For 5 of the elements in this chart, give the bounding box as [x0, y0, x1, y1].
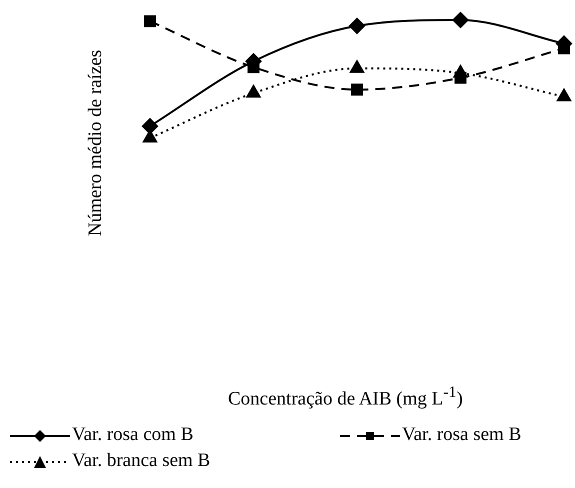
legend-label: Var. branca sem B: [72, 450, 210, 471]
text: Concentração de AIB (mg L$^{-1}$): [228, 383, 464, 412]
legend-label: Var. rosa sem B: [402, 424, 522, 445]
legend-label: Var. rosa com B: [72, 424, 194, 445]
y-axis-title: Número médio de raízes: [85, 50, 107, 236]
